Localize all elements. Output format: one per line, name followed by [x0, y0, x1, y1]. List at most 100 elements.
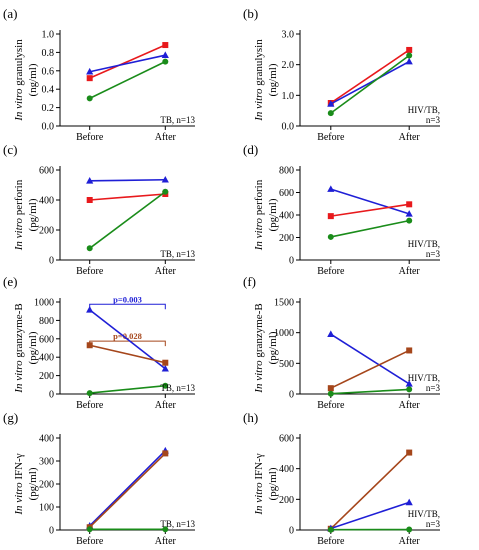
y-axis-label-rest: granzyme-B [13, 303, 25, 360]
y-tick-label: 100 [39, 503, 54, 514]
chart-panel-c: (c) 0 200 400 600 Before After In vitro perfori… [3, 142, 195, 277]
x-tick-label: After [155, 400, 177, 411]
chart-panel-e: (e) 0 200 400 600 800 1000 Before After In vitro … [3, 274, 195, 411]
panel-label: (c) [3, 142, 17, 157]
y-axis-label-italic: In vitro [253, 360, 265, 394]
y-tick-label: 0.0 [282, 122, 295, 133]
series-line-green [330, 54, 410, 114]
y-tick-label: 1.0 [282, 91, 295, 102]
y-axis-label-rest: IFN-γ [253, 453, 265, 482]
chart-panel-d: (d) 0 200 400 600 800 Before After In vitro perf… [243, 142, 440, 277]
series-line-green [89, 384, 166, 394]
data-point-triangle [327, 330, 335, 337]
y-axis-label-rest: perforin [13, 179, 25, 218]
y-tick-label: 400 [39, 353, 54, 364]
y-axis-label: In vitro perforin [13, 179, 25, 251]
y-axis-label-rest: granulysin [13, 39, 25, 89]
significance-bracket [89, 340, 166, 347]
y-tick-label: 0 [49, 526, 54, 537]
chart-panel-b: (b) 0.0 1.0 2.0 3.0 Before After In vitro granu… [243, 6, 440, 143]
y-tick-label: 600 [39, 334, 54, 345]
data-point-triangle [327, 100, 335, 107]
data-point-square [327, 385, 334, 392]
x-tick-label: Before [76, 400, 104, 411]
y-tick-label: 600 [279, 188, 294, 199]
data-point-triangle [86, 177, 94, 184]
y-axis-label: In vitro granulysin [13, 39, 25, 122]
panel-label: (d) [243, 142, 258, 157]
panel-label: (h) [243, 410, 258, 425]
data-point-circle [406, 52, 413, 59]
group-annotation: HIV/TB, [408, 239, 440, 249]
series-line-brown [330, 349, 410, 389]
x-tick-label: After [399, 536, 421, 547]
y-tick-label: 3.0 [282, 30, 295, 41]
data-point-square [406, 201, 413, 208]
x-tick-label: Before [317, 400, 345, 411]
y-tick-label: 800 [279, 166, 294, 177]
y-axis-label-italic: In vitro [253, 88, 265, 122]
data-point-square [406, 449, 413, 456]
series-line-brown [89, 452, 166, 528]
group-annotation: HIV/TB, [408, 373, 440, 383]
group-annotation: TB, n=13 [160, 383, 195, 393]
data-point-triangle [405, 210, 413, 217]
group-annotation: n=3 [426, 115, 441, 125]
data-point-circle [406, 386, 413, 393]
data-point-square [162, 359, 169, 366]
series-line-brown [89, 344, 166, 364]
chart-panel-a: (a) 0.0 0.2 0.4 0.6 0.8 1.0 Before After In vitro… [3, 6, 195, 143]
data-point-square [406, 46, 413, 53]
data-point-circle [406, 526, 413, 533]
y-tick-label: 300 [39, 457, 54, 468]
data-point-square [406, 347, 413, 354]
y-tick-label: 200 [279, 233, 294, 244]
data-point-circle [327, 390, 334, 397]
data-point-square [86, 75, 93, 82]
data-point-circle [327, 110, 334, 117]
x-tick-label: After [399, 266, 421, 277]
x-tick-label: Before [317, 132, 345, 143]
data-point-triangle [405, 380, 413, 387]
y-axis-unit: (pg/ml) [27, 467, 39, 500]
chart-panel-h: (h) 0 200 400 600 Before After In vitro IFN-γ (p… [243, 410, 440, 547]
data-point-square [86, 342, 93, 349]
series-line-red [89, 44, 166, 79]
panel-label: (e) [3, 274, 17, 289]
y-tick-label: 0 [289, 390, 294, 401]
group-annotation: TB, n=13 [160, 249, 195, 259]
data-point-circle [162, 58, 169, 65]
series-line-green [89, 191, 166, 249]
series-line-green [330, 388, 410, 395]
series-line-red [330, 49, 410, 104]
y-tick-label: 1.0 [42, 30, 55, 41]
y-tick-label: 1000 [274, 328, 294, 339]
y-axis-label-italic: In vitro [13, 217, 25, 251]
data-point-circle [162, 382, 169, 389]
series-line-blue [89, 450, 166, 527]
series-line-blue [89, 54, 166, 73]
y-axis-label-italic: In vitro [13, 482, 25, 516]
data-point-triangle [405, 57, 413, 65]
series-line-blue [330, 188, 410, 215]
y-axis-label: In vitro granzyme-B [13, 303, 25, 393]
y-tick-label: 0.2 [42, 103, 55, 114]
series-line-green [330, 219, 410, 238]
y-axis-label: In vitro granzyme-B [253, 303, 265, 393]
x-tick-label: Before [317, 266, 345, 277]
y-axis-unit: (ng/ml) [267, 63, 279, 96]
data-point-circle [162, 188, 169, 195]
y-tick-label: 200 [39, 226, 54, 237]
y-tick-label: 0 [49, 390, 54, 401]
group-annotation: TB, n=13 [160, 115, 195, 125]
y-tick-label: 1500 [274, 298, 294, 309]
series-line-blue [89, 309, 166, 370]
y-axis-label-rest: IFN-γ [13, 453, 25, 482]
data-point-circle [406, 217, 413, 224]
data-point-circle [327, 526, 334, 533]
chart-panel-f: (f) 0 500 1000 1500 Before After In vitro granz… [243, 274, 440, 411]
y-tick-label: 800 [39, 316, 54, 327]
series-line-brown [330, 451, 410, 530]
series-line-blue [89, 178, 166, 182]
